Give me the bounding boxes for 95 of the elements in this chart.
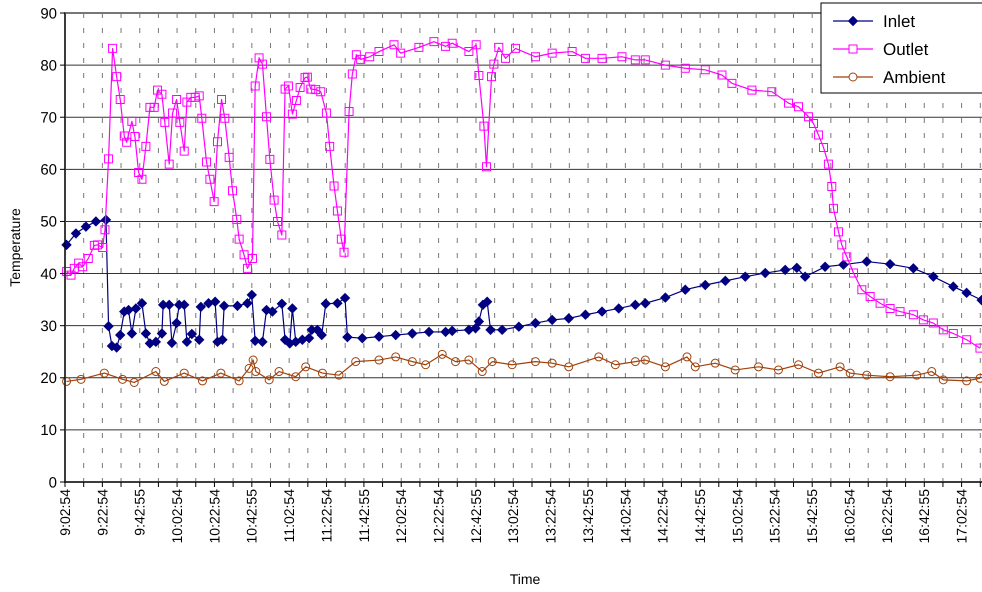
point [640, 356, 650, 365]
point [754, 362, 763, 372]
point [794, 360, 804, 370]
x-tick-label: 11:22:54 [318, 488, 334, 542]
x-tick-label: 14:22:54 [654, 488, 671, 544]
point [774, 365, 783, 374]
point [318, 368, 327, 378]
x-tick-label: 11:42:55 [356, 488, 372, 542]
point [690, 362, 700, 372]
point [478, 367, 487, 376]
point [564, 362, 574, 372]
legend-label: Ambient [883, 68, 946, 87]
y-tick-label: 30 [40, 318, 57, 335]
x-tick-label: 13:42:55 [580, 488, 596, 544]
y-tick-label: 0 [48, 474, 57, 492]
x-tick-label: 13:02:54 [505, 488, 522, 544]
y-tick-label: 70 [40, 109, 57, 126]
point [118, 374, 128, 384]
point [130, 378, 139, 387]
y-tick-label: 50 [40, 214, 57, 231]
point [938, 375, 948, 384]
x-tick-label: 10:42:55 [244, 488, 260, 544]
x-tick-label: 15:42:55 [804, 488, 820, 544]
x-tick-label: 12:22:54 [430, 488, 446, 544]
point [730, 365, 740, 374]
point [630, 357, 640, 366]
point [912, 370, 922, 380]
point [151, 367, 160, 376]
point [508, 360, 517, 370]
point [862, 370, 872, 380]
point [251, 367, 260, 376]
point [180, 368, 189, 378]
x-tick-label: 9:22:54 [94, 488, 110, 536]
point [530, 357, 540, 366]
x-tick-label: 10:22:54 [206, 488, 222, 544]
point [610, 360, 620, 370]
x-tick-label: 9:42:55 [132, 488, 148, 536]
point [408, 357, 417, 366]
y-axis-title: Temperature [7, 208, 23, 287]
y-tick-label: 90 [40, 5, 57, 22]
point [244, 364, 254, 373]
x-tick-label: 12:02:54 [393, 488, 410, 544]
x-tick-label: 13:22:54 [542, 488, 559, 544]
x-tick-label: 15:22:54 [766, 488, 783, 544]
point [836, 362, 845, 372]
x-tick-label: 15:02:54 [729, 488, 746, 544]
x-axis-title: Time [510, 571, 541, 587]
point [334, 370, 344, 380]
point [548, 358, 557, 368]
point [234, 376, 244, 386]
legend-label: Outlet [883, 40, 929, 59]
y-tick-label: 80 [40, 57, 57, 74]
point [216, 368, 226, 378]
point [264, 375, 274, 384]
point [962, 376, 972, 386]
y-tick-label: 40 [40, 266, 57, 283]
x-tick-label: 14:42:55 [692, 488, 708, 544]
point [464, 356, 474, 365]
point [62, 376, 72, 386]
point [660, 362, 670, 372]
point [374, 356, 384, 365]
point [682, 352, 692, 362]
x-tick-label: 16:42:55 [916, 488, 932, 544]
point [351, 357, 360, 366]
point [927, 367, 936, 376]
x-tick-label: 9:02:54 [56, 488, 73, 536]
x-tick-label: 16:22:54 [878, 488, 895, 544]
point [248, 356, 258, 365]
point [438, 350, 447, 359]
point [198, 376, 207, 386]
point [846, 368, 855, 378]
point [274, 367, 284, 376]
y-tick-label: 60 [40, 162, 57, 179]
point [886, 372, 895, 382]
x-tick-label: 11:02:54 [281, 488, 298, 542]
x-tick-label: 17:02:54 [954, 488, 970, 544]
y-tick-label: 20 [40, 370, 57, 388]
point [814, 368, 823, 378]
x-tick-label: 12:42:55 [468, 488, 484, 544]
point [710, 358, 720, 368]
point [100, 368, 109, 378]
point [391, 352, 400, 362]
x-tick-label: 10:02:54 [168, 488, 185, 544]
point [594, 352, 604, 362]
point [421, 360, 430, 370]
point [451, 357, 460, 366]
point [301, 362, 310, 372]
point [160, 376, 169, 386]
point [291, 372, 300, 382]
legend-label: Inlet [883, 12, 916, 31]
x-tick-label: 16:02:54 [841, 488, 858, 544]
point [488, 357, 497, 366]
point [76, 374, 86, 384]
y-tick-label: 10 [40, 422, 57, 440]
x-tick-label: 14:02:54 [617, 488, 634, 544]
